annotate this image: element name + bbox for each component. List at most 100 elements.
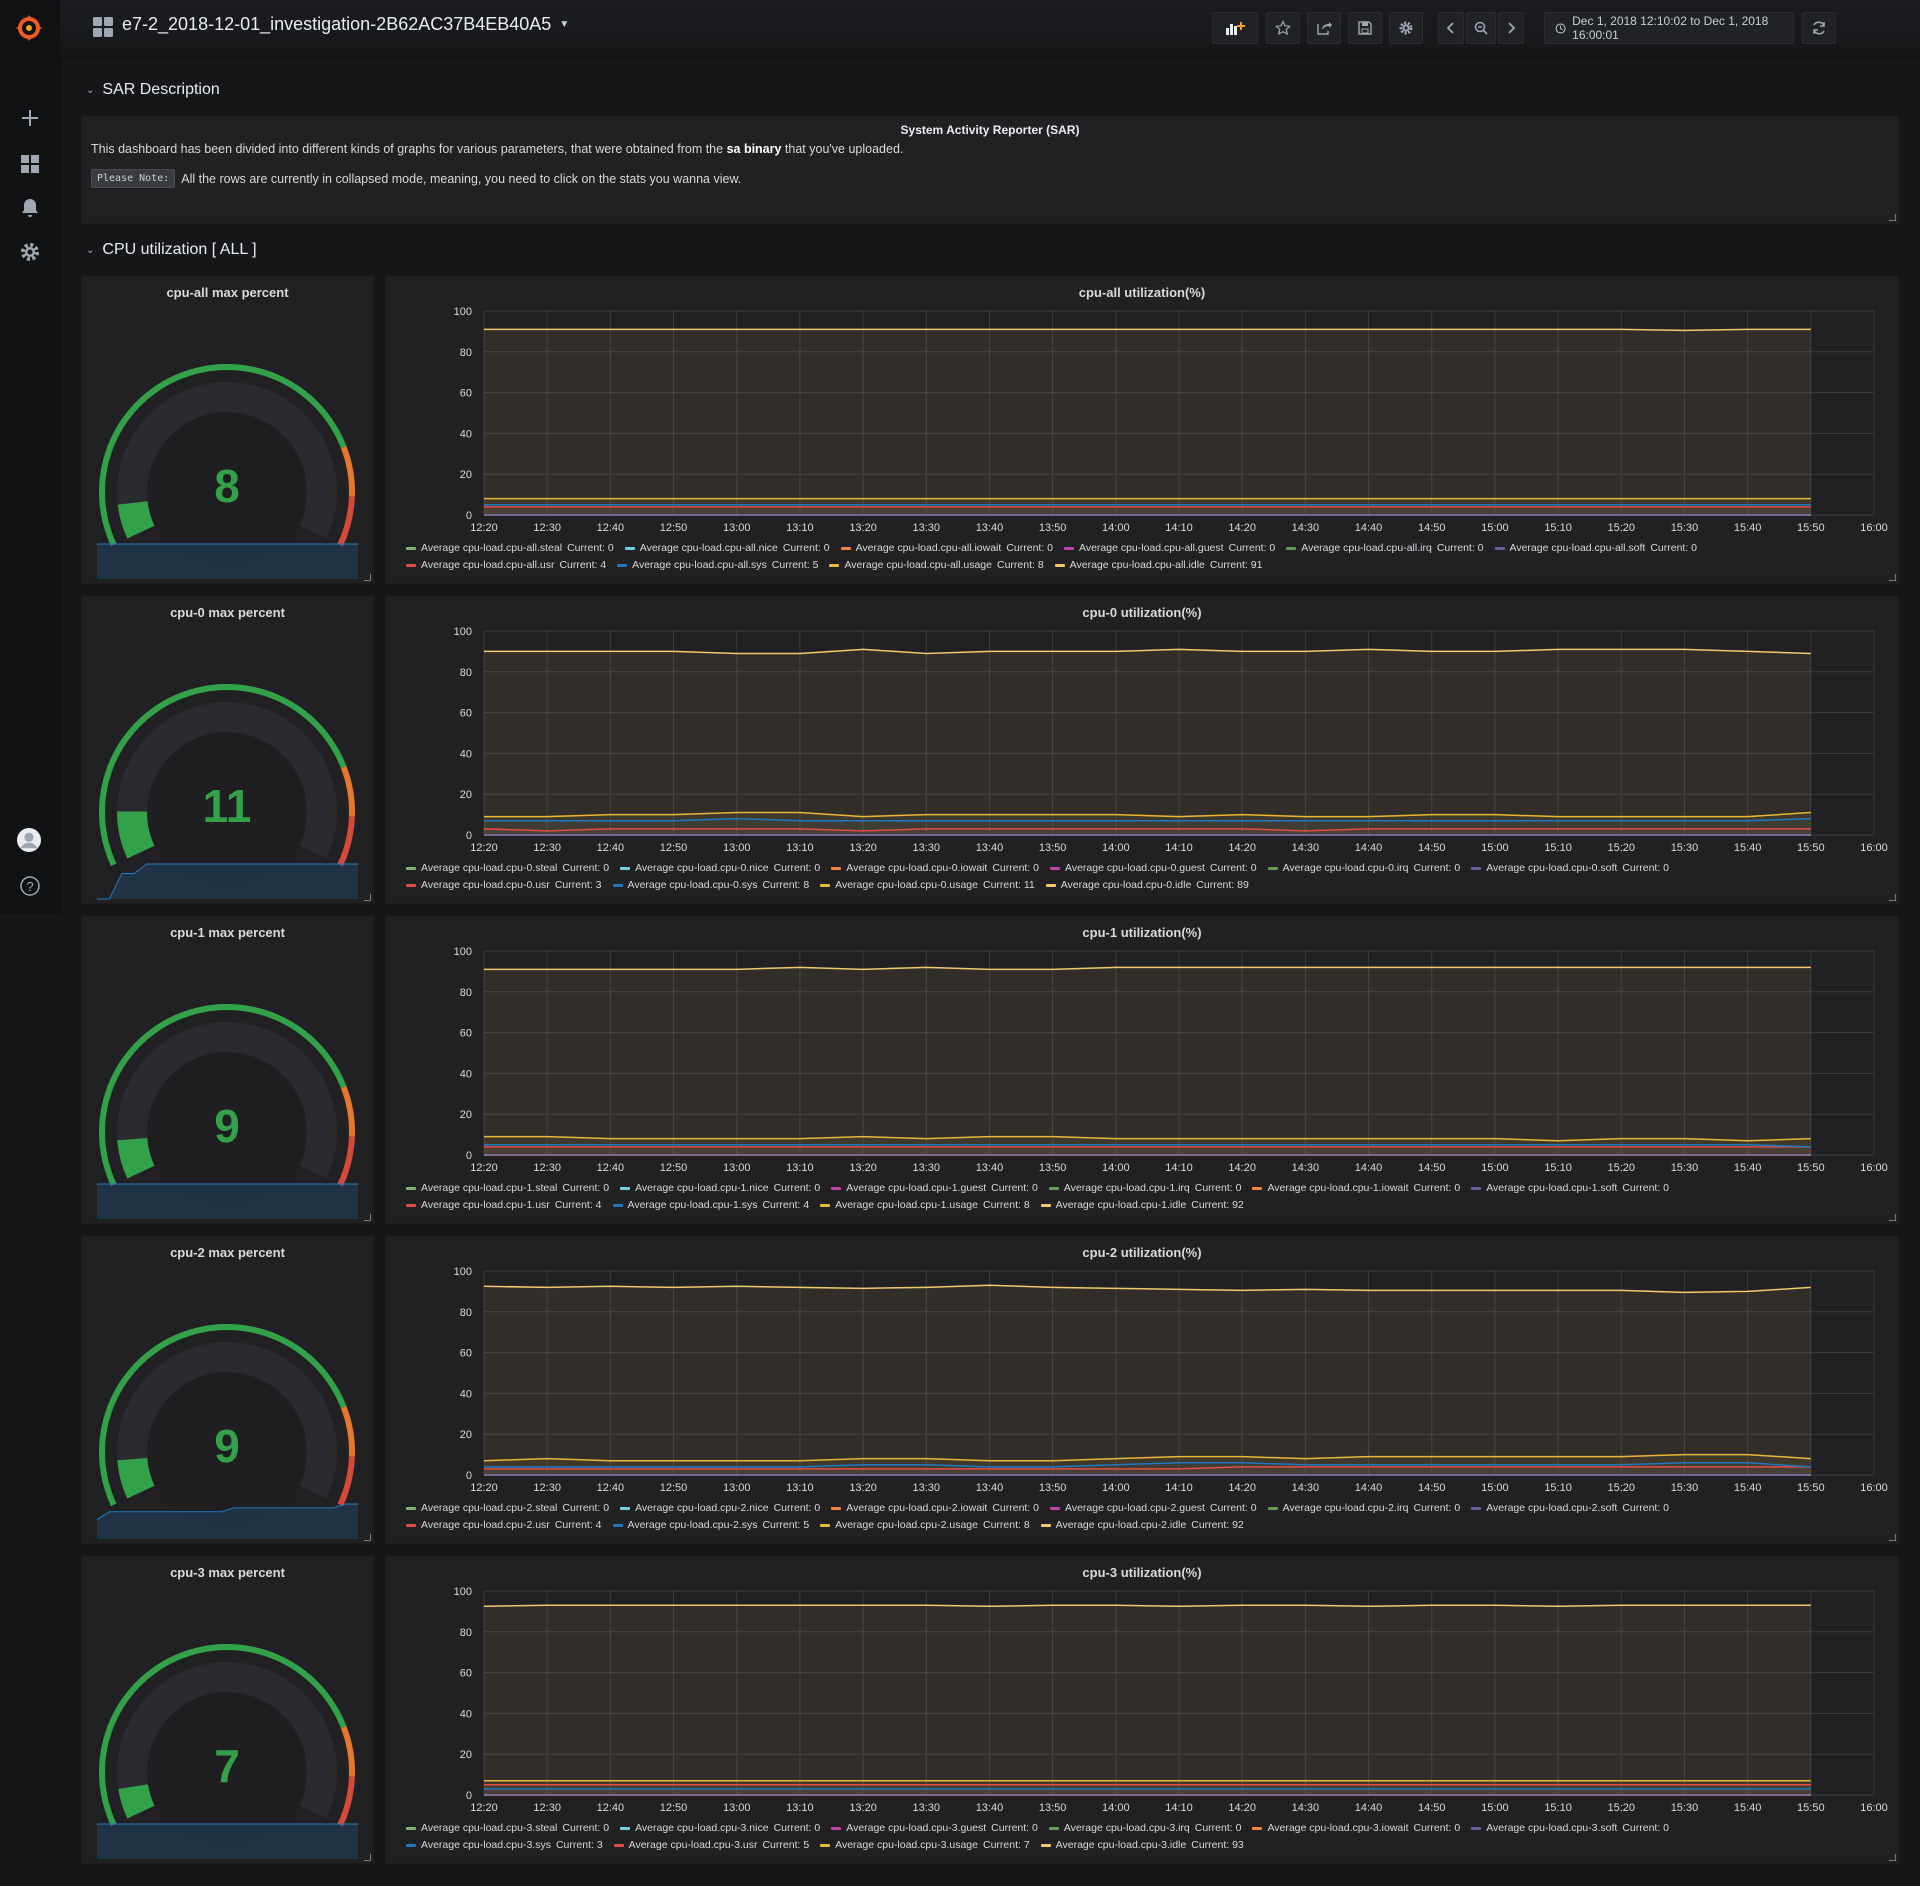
legend-item[interactable]: Average cpu-load.cpu-3.soft Current: 0 [1471, 1822, 1669, 1834]
panel-resize-handle[interactable] [1889, 894, 1896, 901]
panel-resize-handle[interactable] [1889, 1534, 1896, 1541]
star-button[interactable] [1266, 12, 1300, 44]
legend-current-value: Current: 0 [1194, 1822, 1242, 1834]
legend-item[interactable]: Average cpu-load.cpu-all.iowait Current: … [840, 542, 1053, 554]
legend-item[interactable]: Average cpu-load.cpu-1.iowait Current: 0 [1252, 1182, 1460, 1194]
x-tick-label: 12:40 [597, 1802, 625, 1814]
legend-item[interactable]: Average cpu-load.cpu-2.steal Current: 0 [406, 1502, 609, 1514]
refresh-button[interactable] [1802, 12, 1836, 44]
legend-item[interactable]: Average cpu-load.cpu-3.sys Current: 3 [406, 1839, 603, 1851]
add-panel-button[interactable] [1212, 12, 1258, 44]
legend-item[interactable]: Average cpu-load.cpu-1.usr Current: 4 [406, 1199, 602, 1211]
legend-item[interactable]: Average cpu-load.cpu-0.soft Current: 0 [1471, 862, 1669, 874]
time-back-button[interactable] [1438, 12, 1464, 44]
legend-item[interactable]: Average cpu-load.cpu-3.guest Current: 0 [831, 1822, 1038, 1834]
legend-item[interactable]: Average cpu-load.cpu-3.nice Current: 0 [620, 1822, 820, 1834]
bell-icon[interactable] [18, 196, 42, 220]
panel-resize-handle[interactable] [364, 1854, 371, 1861]
legend-item[interactable]: Average cpu-load.cpu-2.idle Current: 92 [1040, 1519, 1244, 1531]
legend-item[interactable]: Average cpu-load.cpu-all.soft Current: 0 [1494, 542, 1697, 554]
legend-item[interactable]: Average cpu-load.cpu-0.steal Current: 0 [406, 862, 609, 874]
zoom-out-button[interactable] [1466, 12, 1496, 44]
legend-item[interactable]: Average cpu-load.cpu-0.nice Current: 0 [620, 862, 820, 874]
legend-item[interactable]: Average cpu-load.cpu-all.guest Current: 0 [1064, 542, 1275, 554]
legend-item[interactable]: Average cpu-load.cpu-0.sys Current: 8 [612, 879, 809, 891]
x-tick-label: 12:50 [660, 1162, 688, 1174]
legend-item[interactable]: Average cpu-load.cpu-0.usage Current: 11 [820, 879, 1035, 891]
legend-item[interactable]: Average cpu-load.cpu-2.usage Current: 8 [820, 1519, 1030, 1531]
legend-swatch [1040, 1843, 1051, 1847]
dashboard-title-picker[interactable]: e7-2_2018-12-01_investigation-2B62AC37B4… [93, 14, 569, 37]
legend-item[interactable]: Average cpu-load.cpu-3.steal Current: 0 [406, 1822, 609, 1834]
legend-item[interactable]: Average cpu-load.cpu-3.iowait Current: 0 [1252, 1822, 1460, 1834]
legend-series-name: Average cpu-load.cpu-3.steal [421, 1822, 558, 1834]
dashboards-icon[interactable] [18, 152, 42, 176]
help-icon[interactable]: ? [18, 874, 42, 898]
share-button[interactable] [1307, 12, 1341, 44]
legend-item[interactable]: Average cpu-load.cpu-0.usr Current: 3 [406, 879, 602, 891]
legend-item[interactable]: Average cpu-load.cpu-3.usage Current: 7 [820, 1839, 1030, 1851]
legend-item[interactable]: Average cpu-load.cpu-2.iowait Current: 0 [831, 1502, 1039, 1514]
settings-button[interactable] [1389, 12, 1423, 44]
legend-item[interactable]: Average cpu-load.cpu-2.nice Current: 0 [620, 1502, 820, 1514]
legend-item[interactable]: Average cpu-load.cpu-all.idle Current: 91 [1054, 559, 1262, 571]
legend-item[interactable]: Average cpu-load.cpu-1.irq Current: 0 [1048, 1182, 1241, 1194]
legend-item[interactable]: Average cpu-load.cpu-all.irq Current: 0 [1286, 542, 1484, 554]
legend-item[interactable]: Average cpu-load.cpu-0.idle Current: 89 [1045, 879, 1249, 891]
legend-series-name: Average cpu-load.cpu-0.guest [1065, 862, 1205, 874]
x-tick-label: 12:40 [597, 522, 625, 534]
gauge-threshold-orange [340, 446, 355, 497]
legend-item[interactable]: Average cpu-load.cpu-all.steal Current: 0 [406, 542, 614, 554]
legend-item[interactable]: Average cpu-load.cpu-2.usr Current: 4 [406, 1519, 602, 1531]
panel-resize-handle[interactable] [364, 1214, 371, 1221]
panel-resize-handle[interactable] [364, 1534, 371, 1541]
gear-icon[interactable] [18, 240, 42, 264]
legend-item[interactable]: Average cpu-load.cpu-1.guest Current: 0 [831, 1182, 1038, 1194]
legend-item[interactable]: Average cpu-load.cpu-1.sys Current: 4 [612, 1199, 809, 1211]
time-picker-button[interactable]: Dec 1, 2018 12:10:02 to Dec 1, 2018 16:0… [1544, 12, 1794, 44]
legend-series-name: Average cpu-load.cpu-all.sys [632, 559, 767, 571]
legend-item[interactable]: Average cpu-load.cpu-1.steal Current: 0 [406, 1182, 609, 1194]
panel-resize-handle[interactable] [1889, 214, 1896, 221]
legend-item[interactable]: Average cpu-load.cpu-1.soft Current: 0 [1471, 1182, 1669, 1194]
legend-item[interactable]: Average cpu-load.cpu-0.guest Current: 0 [1050, 862, 1257, 874]
legend-item[interactable]: Average cpu-load.cpu-all.nice Current: 0 [624, 542, 830, 554]
plus-icon[interactable] [18, 106, 42, 130]
legend-item[interactable]: Average cpu-load.cpu-all.sys Current: 5 [617, 559, 818, 571]
legend-current-value: Current: 4 [554, 1519, 602, 1531]
legend-item[interactable]: Average cpu-load.cpu-2.irq Current: 0 [1267, 1502, 1460, 1514]
legend-item[interactable]: Average cpu-load.cpu-2.soft Current: 0 [1471, 1502, 1669, 1514]
x-tick-label: 12:40 [597, 1482, 625, 1494]
x-tick-label: 12:50 [660, 1802, 688, 1814]
legend-item[interactable]: Average cpu-load.cpu-3.idle Current: 93 [1040, 1839, 1244, 1851]
panel-resize-handle[interactable] [1889, 574, 1896, 581]
time-forward-button[interactable] [1498, 12, 1524, 44]
save-button[interactable] [1348, 12, 1382, 44]
panel-resize-handle[interactable] [364, 574, 371, 581]
grafana-logo-icon[interactable] [13, 12, 45, 44]
legend-item[interactable]: Average cpu-load.cpu-2.guest Current: 0 [1050, 1502, 1257, 1514]
legend-item[interactable]: Average cpu-load.cpu-all.usage Current: 8 [829, 559, 1044, 571]
legend-item[interactable]: Average cpu-load.cpu-1.usage Current: 8 [820, 1199, 1030, 1211]
x-tick-label: 15:30 [1671, 1162, 1699, 1174]
legend-item[interactable]: Average cpu-load.cpu-0.iowait Current: 0 [831, 862, 1039, 874]
x-tick-label: 14:50 [1418, 1482, 1446, 1494]
row-cpu-utilization[interactable]: ⌄ CPU utilization [ ALL ] [86, 241, 257, 259]
x-tick-label: 15:40 [1734, 1162, 1762, 1174]
panel-resize-handle[interactable] [1889, 1854, 1896, 1861]
legend-item[interactable]: Average cpu-load.cpu-all.usr Current: 4 [406, 559, 606, 571]
row-sar-description[interactable]: ⌄ SAR Description [86, 81, 220, 99]
avatar[interactable] [17, 828, 43, 854]
legend-item[interactable]: Average cpu-load.cpu-0.irq Current: 0 [1267, 862, 1460, 874]
gauge-chart: 9 [97, 1003, 358, 1219]
legend-current-value: Current: 93 [1191, 1839, 1244, 1851]
legend-item[interactable]: Average cpu-load.cpu-1.nice Current: 0 [620, 1182, 820, 1194]
legend-item[interactable]: Average cpu-load.cpu-3.usr Current: 5 [613, 1839, 809, 1851]
legend-item[interactable]: Average cpu-load.cpu-3.irq Current: 0 [1048, 1822, 1242, 1834]
legend-item[interactable]: Average cpu-load.cpu-1.idle Current: 92 [1040, 1199, 1244, 1211]
panel-resize-handle[interactable] [1889, 1214, 1896, 1221]
legend-item[interactable]: Average cpu-load.cpu-2.sys Current: 5 [612, 1519, 809, 1531]
y-tick-label: 20 [460, 469, 472, 481]
legend-swatch [820, 1203, 831, 1207]
panel-resize-handle[interactable] [364, 894, 371, 901]
